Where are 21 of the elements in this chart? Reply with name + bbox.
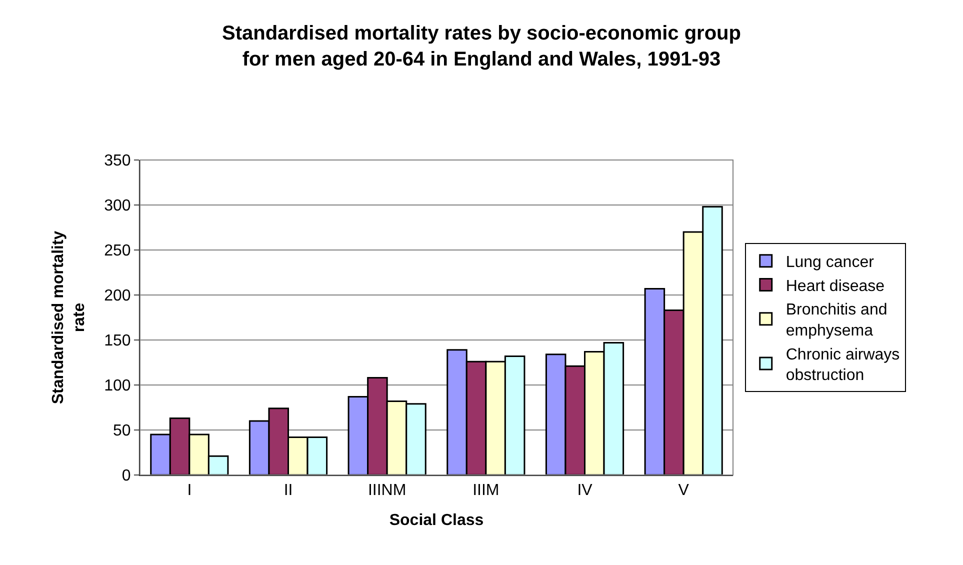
y-tick-label: 200 xyxy=(104,288,131,305)
y-tick-label: 350 xyxy=(104,152,131,170)
y-axis-title: Standardised mortality rate xyxy=(50,230,88,404)
x-tick-label: IIINM xyxy=(368,482,406,500)
x-tick-label: II xyxy=(284,482,293,500)
legend-label: Heart disease xyxy=(786,278,885,295)
chart-title: Standardised mortality rates by socio-economic group for men aged 20-64 in England and Wales, 1991-93 xyxy=(222,22,742,71)
x-axis-title: Social Class xyxy=(389,512,484,529)
y-tick-label: 100 xyxy=(104,378,131,395)
x-tick-label: IIIM xyxy=(472,482,500,500)
y-tick-label: 0 xyxy=(122,468,131,485)
legend-label: Bronchitis and emphysema xyxy=(786,302,888,340)
legend-label: Chronic airways obstruction xyxy=(786,346,900,384)
x-tick-label: V xyxy=(678,482,690,500)
y-tick-label: 250 xyxy=(104,242,131,260)
x-tick-label: I xyxy=(187,482,192,500)
y-tick-label: 50 xyxy=(113,422,131,440)
x-tick-label: IV xyxy=(577,482,593,500)
y-tick-label: 300 xyxy=(104,198,131,215)
legend-label: Lung cancer xyxy=(786,254,875,272)
y-tick-label: 150 xyxy=(104,332,131,350)
